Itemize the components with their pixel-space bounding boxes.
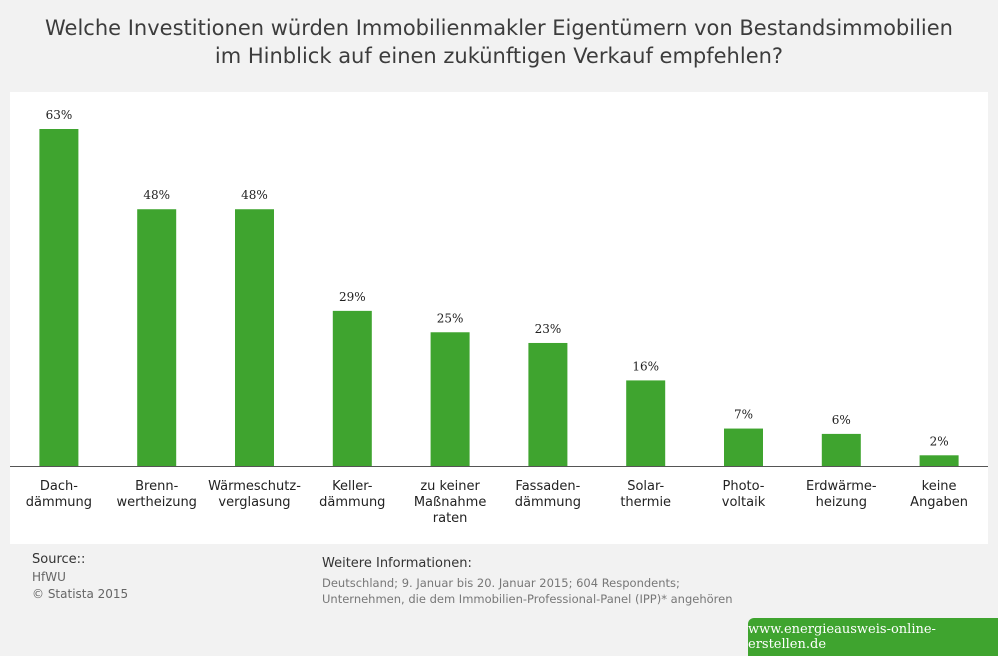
bar — [528, 342, 568, 466]
bar — [137, 209, 177, 466]
value-label: 25% — [437, 311, 464, 325]
source-heading: Source:: — [32, 552, 86, 567]
category-label: Dach-dämmung — [26, 479, 92, 510]
category-label: Photo-voltaik — [722, 479, 766, 510]
category-label: Fassaden-dämmung — [515, 479, 581, 510]
bar — [724, 428, 763, 466]
value-label: 7% — [734, 408, 753, 422]
plot-area: 63% Dach-dämmung 48% Brenn-wertheizung 48% Wä… — [10, 92, 988, 544]
chart-title-line-1: Welche Investitionen würden Immobilienma… — [45, 16, 953, 40]
bar — [39, 129, 79, 466]
category-label: Brenn-wertheizung — [116, 479, 196, 510]
category-label: keine Angaben — [910, 479, 968, 510]
info-line-1: Deutschland; 9. Januar bis 20. Januar 20… — [322, 576, 680, 590]
info-heading: Weitere Informationen: — [322, 556, 472, 571]
value-label: 48% — [143, 188, 170, 202]
category-label: Solar-thermie — [620, 479, 671, 510]
chart-title-line-2: im Hinblick auf einen zukünftigen Verkau… — [214, 44, 784, 68]
bar — [821, 433, 861, 466]
value-label: 2% — [930, 434, 949, 448]
category-label: Erdwärme-heizung — [806, 479, 877, 510]
value-label: 63% — [46, 108, 73, 122]
bar — [919, 455, 959, 466]
bar — [430, 332, 470, 466]
source-line-2: © Statista 2015 — [32, 587, 129, 601]
category-label: Wärmeschutz-verglasung — [208, 479, 301, 510]
bar — [235, 209, 274, 466]
info-section: Weitere Informationen: Deutschland; 9. J… — [322, 556, 733, 607]
value-label: 48% — [241, 188, 268, 202]
category-label: zu keiner Maßnahme raten — [414, 479, 486, 526]
category-label: Keller-dämmung — [319, 479, 385, 510]
info-line-2: Unternehmen, die dem Immobilien-Professi… — [322, 592, 733, 606]
value-label: 6% — [832, 413, 851, 427]
website-link[interactable]: www.energieausweis-online-erstellen.de — [748, 618, 998, 656]
source-line-1: HfWU — [32, 570, 66, 584]
value-label: 16% — [632, 359, 659, 373]
value-label: 29% — [339, 290, 366, 304]
bar — [626, 380, 666, 466]
value-label: 23% — [535, 322, 562, 336]
bar — [332, 310, 372, 466]
chart-title: Welche Investitionen würden Immobilienma… — [0, 14, 998, 70]
source-section: Source:: HfWU © Statista 2015 — [32, 552, 128, 603]
bar-chart: 63% Dach-dämmung 48% Brenn-wertheizung 48% Wä… — [10, 108, 988, 526]
